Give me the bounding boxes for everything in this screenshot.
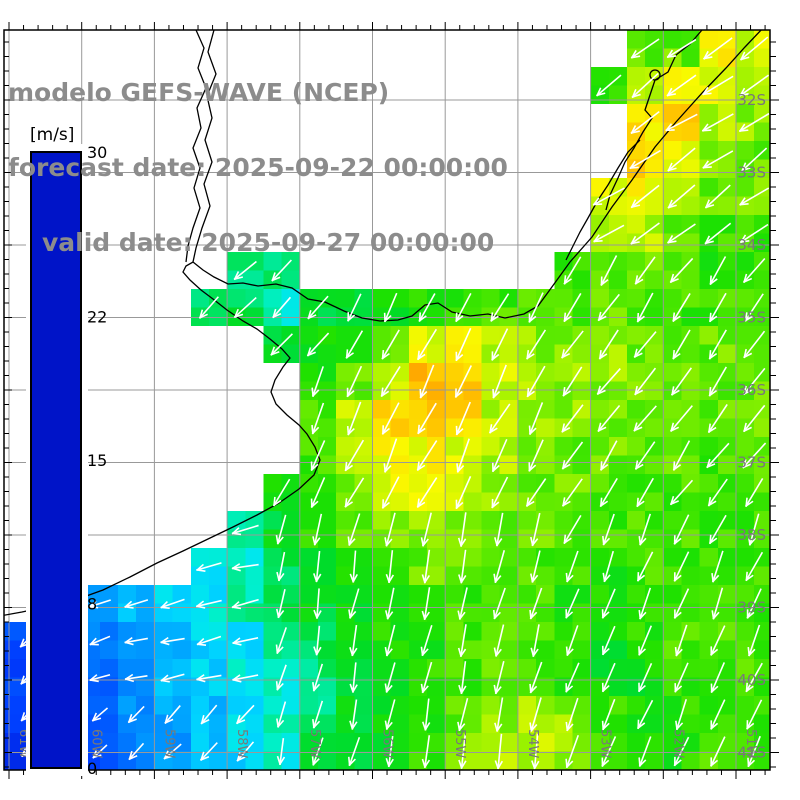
axis-ticks — [4, 22, 779, 779]
lat-label: 36S — [737, 381, 766, 399]
colorbar-tick-label: 30 — [87, 143, 107, 162]
colorbar-tick-label: 15 — [87, 451, 107, 470]
colorbar-unit-label: [m/s] — [30, 125, 74, 145]
lon-label: 51W — [743, 729, 758, 759]
lat-labels: 32S 33S 34S 35S 36S 37S 38S 39S 40S 41S — [737, 91, 766, 762]
lon-label: 55W — [452, 729, 467, 759]
wave-direction-arrows — [19, 36, 770, 770]
lat-label: 33S — [737, 164, 766, 182]
lon-label: 57W — [307, 729, 322, 759]
lon-label: 53W — [598, 729, 613, 759]
colorbar-tick-label: 22 — [87, 307, 107, 326]
colorbar-tick-label: 0 — [87, 759, 97, 778]
lat-label: 39S — [737, 599, 766, 617]
lat-label: 32S — [737, 91, 766, 109]
lon-label: 52W — [670, 729, 685, 759]
lat-label: 34S — [737, 236, 766, 254]
colorbar-gradient — [30, 151, 82, 769]
lat-label: 40S — [737, 671, 766, 689]
lon-label: 54W — [525, 729, 540, 759]
lat-label: 35S — [737, 309, 766, 327]
lon-label: 56W — [380, 729, 395, 759]
lon-label: 58W — [234, 729, 249, 759]
lon-label: 60W — [89, 729, 104, 759]
colorbar-tick-label: 8 — [87, 595, 97, 614]
colorbar: [m/s] 30 22 15 8 0 — [26, 125, 107, 778]
lon-label: 59W — [161, 729, 176, 759]
lat-label: 37S — [737, 454, 766, 472]
lat-label: 38S — [737, 526, 766, 544]
wind-speed-cells — [4, 30, 770, 770]
lat-label: 41S — [737, 744, 766, 762]
